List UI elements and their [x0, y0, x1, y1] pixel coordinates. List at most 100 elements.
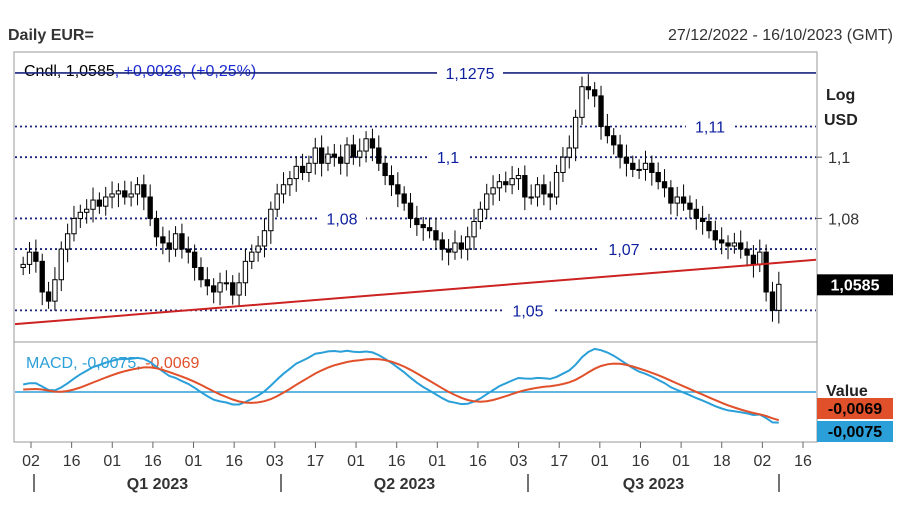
candle-body: [433, 230, 439, 241]
unit-label: USD: [824, 112, 858, 129]
candle-body: [617, 144, 623, 158]
candle-body: [738, 242, 744, 250]
macd-axis-label: Value: [826, 383, 868, 400]
candle-body: [325, 153, 331, 164]
level-label: 1,1275: [446, 66, 495, 83]
quarter-label: Q3 2023: [623, 476, 684, 493]
candle-body: [363, 138, 369, 152]
candle-body: [553, 171, 560, 198]
candle-body: [719, 239, 725, 244]
trendline-group: [14, 258, 817, 326]
candle-body: [706, 221, 712, 232]
candle-body: [96, 199, 103, 207]
x-tick-label: 01: [347, 453, 365, 470]
x-tick-label: 02: [22, 453, 40, 470]
x-tick-label: 01: [591, 453, 609, 470]
y-tick-label: 1,08: [828, 211, 859, 228]
macd-legend: MACD, -0,0075, -0,0069: [26, 355, 200, 372]
candle-body: [439, 239, 445, 250]
macd-lines: [15, 347, 816, 424]
candle-body: [636, 168, 642, 171]
x-tick-label: 16: [225, 453, 243, 470]
quarter-label: Q2 2023: [374, 476, 435, 493]
candle-body: [522, 175, 528, 198]
macd-badge: [817, 421, 893, 442]
level-label-bg: [318, 208, 366, 229]
candle-body: [566, 147, 572, 158]
candle-body: [84, 208, 90, 213]
candle-body: [471, 221, 477, 238]
x-tick-label: 01: [103, 453, 121, 470]
x-tick-label: 03: [510, 453, 528, 470]
last-price-label: 1,0585: [831, 277, 880, 294]
candles: [20, 74, 782, 324]
candle-body: [572, 116, 579, 149]
x-tick-label: 17: [307, 453, 325, 470]
candle-body: [204, 279, 210, 287]
last-price-badge: [817, 274, 893, 296]
level-label-bg: [428, 147, 468, 168]
y-tick-label: 1,1: [828, 150, 850, 167]
candle-body: [122, 190, 128, 198]
scale-label: Log: [826, 87, 855, 104]
macd-badge-label: -0,0075: [828, 424, 882, 441]
x-tick-label: 17: [550, 453, 568, 470]
candle-body: [649, 162, 655, 173]
candle-body: [357, 150, 363, 158]
chart-title: Daily EUR=: [8, 27, 94, 44]
candle-body: [33, 251, 39, 262]
candle-body: [153, 217, 160, 238]
candle-body: [515, 175, 522, 180]
candle-body: [388, 175, 395, 186]
candle-body: [693, 208, 699, 219]
candle-body: [687, 202, 693, 210]
candle-body: [236, 282, 242, 296]
candle-body: [39, 260, 45, 293]
level-label-bg: [600, 239, 648, 260]
candle-body: [541, 184, 547, 195]
candle-body: [725, 242, 731, 247]
macd-legend-sep: ,: [136, 355, 145, 372]
candle-body: [103, 196, 109, 207]
x-tick-label: 16: [632, 453, 650, 470]
candle-body: [598, 95, 604, 128]
candle-body: [249, 251, 255, 262]
candle-body: [198, 266, 204, 281]
candle-body: [592, 89, 598, 97]
candle-body: [699, 217, 706, 223]
candle-body: [344, 144, 350, 164]
candle-body: [230, 282, 236, 296]
x-tick-label: 16: [388, 453, 406, 470]
candle-body: [611, 135, 617, 146]
candle-body: [211, 285, 217, 293]
candle-body: [465, 236, 471, 250]
candle-body: [191, 251, 198, 268]
candle-body: [134, 184, 141, 195]
candle-body: [172, 233, 179, 250]
candle-body: [547, 193, 553, 198]
candle-body: [26, 251, 33, 265]
candle-body: [147, 196, 153, 219]
candle-body: [115, 190, 122, 195]
candle-body: [731, 242, 738, 247]
candle-body: [585, 86, 592, 91]
x-tick-label: 16: [469, 453, 487, 470]
candle-body: [579, 86, 585, 118]
macd-badges: -0,0069 -0,0075: [817, 398, 893, 442]
candle-body: [496, 181, 503, 189]
candle-body: [58, 248, 64, 281]
candle-body: [750, 254, 757, 265]
candle-body: [560, 156, 566, 173]
candle-body: [420, 224, 426, 229]
level-label: 1,1: [437, 150, 459, 167]
candle-body: [490, 187, 496, 195]
candle-body: [674, 196, 680, 204]
candle-body: [274, 193, 280, 210]
candle-body: [166, 242, 172, 250]
candle-body: [528, 196, 534, 199]
candle-body: [395, 184, 401, 195]
candle-body: [769, 291, 776, 311]
candle-body: [503, 181, 509, 186]
candle-body: [312, 147, 318, 164]
candle-body: [280, 184, 287, 195]
